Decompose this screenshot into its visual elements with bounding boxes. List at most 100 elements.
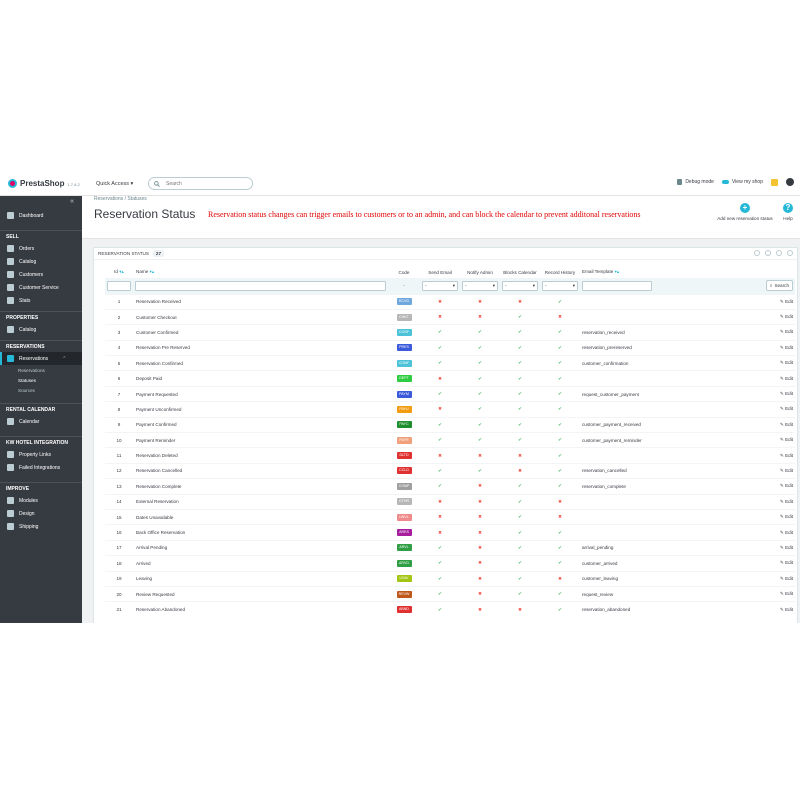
sidebar-subitem-reservations[interactable]: Reservations [18,367,45,373]
edit-button[interactable]: ✎ Edit [779,391,793,397]
edit-button[interactable]: ✎ Edit [779,544,793,550]
table-row[interactable]: 4 Reservation Pre Reserved PRES ✔ ✔ ✔ ✔ reserva… [105,339,795,356]
user-avatar-icon[interactable] [786,178,794,186]
sidebar-subitem-sources[interactable]: Sources [18,387,35,393]
table-row[interactable]: 13 Reservation Complete COMP ✔ ✖ ✔ ✔ reservatio… [105,478,795,495]
table-row[interactable]: 16 Back Office Reservation ARES ✖ ✖ ✔ ✔ ✎ Edit [105,524,795,541]
status-code-badge: REVW [396,590,412,598]
quick-access-menu[interactable]: Quick Access ▾ [96,180,134,187]
edit-button[interactable]: ✎ Edit [779,591,793,597]
edit-button[interactable]: ✎ Edit [779,360,793,366]
filter-id-input[interactable] [107,280,131,291]
table-row[interactable]: 17 Arrival Pending ARVL ✔ ✖ ✔ ✔ arrival_pending… [105,539,795,556]
row-email-template: request_review [580,585,715,602]
sidebar-item-customer-service[interactable]: Customer Service [0,281,82,294]
sidebar-item-failed-integrations[interactable]: Failed Integrations [0,461,82,474]
edit-button[interactable]: ✎ Edit [779,406,793,412]
row-email-template: reservation_complete [580,478,715,495]
notifications-icon[interactable] [771,178,778,186]
sidebar-item-catalog[interactable]: Catalog [0,255,82,268]
table-row[interactable]: 15 Dates Unavailable UNVL ✖ ✖ ✔ ✖ ✎ Edit [105,508,795,525]
cross-icon: ✖ [478,298,482,304]
search-input[interactable] [166,180,246,187]
table-row[interactable]: 14 External Reservation OTHR ✖ ✖ ✔ ✖ ✎ Edit [105,493,795,510]
row-id: 12 [105,462,133,479]
notify-admin-mark: ✖ [460,585,500,602]
sidebar-item-stats[interactable]: Stats [0,294,82,307]
sidebar-item-design[interactable]: Design [0,507,82,520]
edit-button[interactable]: ✎ Edit [779,467,793,473]
view-shop-link[interactable]: View my shop [721,179,763,185]
sort-icon[interactable]: ▾▴ [149,269,155,274]
collapse-sidebar-icon[interactable]: « [70,198,74,205]
sidebar-item-customers[interactable]: Customers [0,268,82,281]
edit-button[interactable]: ✎ Edit [779,421,793,427]
sidebar-subitem-statuses[interactable]: Statuses [18,377,36,383]
table-row[interactable]: 21 Reservation Abandoned ABND ✔ ✖ ✖ ✔ reservati… [105,601,795,618]
table-row[interactable]: 20 Review Requested REVW ✔ ✖ ✔ ✔ request_review… [105,585,795,602]
search-button[interactable]: ⌕ Search [765,280,793,292]
column-name[interactable]: Name ▾▴ [136,269,155,274]
edit-button[interactable]: ✎ Edit [779,344,793,350]
sort-icon[interactable]: ▾▴ [119,269,124,274]
search-icon: ⌕ [769,283,773,289]
top-header: PrestaShop 1.7.4.2 Quick Access ▾ Debug … [0,172,800,196]
table-row[interactable]: 18 Arrived ARVD ✔ ✖ ✔ ✔ customer_arrived ✎ Edit [105,555,795,572]
table-row[interactable]: 2 Customer Checkout CHKT ✖ ✖ ✔ ✖ ✎ Edit [105,308,795,325]
filter-record-history-select[interactable]: - ▾ [542,280,578,291]
sidebar-item-properties-catalog[interactable]: Catalog [0,323,82,336]
table-row[interactable]: 5 Reservation Confirmed COMF ✔ ✔ ✔ ✔ customer_c… [105,355,795,371]
refresh-icon[interactable] [765,250,771,256]
table-row[interactable]: 10 Payment Reminder PAYR ✔ ✔ ✔ ✔ customer_payme… [105,432,795,448]
filter-email-template-input[interactable] [582,280,652,291]
edit-button[interactable]: ✎ Edit [779,560,793,566]
brand-logo[interactable]: PrestaShop 1.7.4.2 [8,179,90,188]
send-email-mark: ✔ [420,601,460,618]
edit-button[interactable]: ✎ Edit [779,483,793,489]
edit-button[interactable]: ✎ Edit [779,498,793,504]
add-reservation-status-button[interactable]: + Add new reservation status [710,203,780,221]
table-row[interactable]: 1 Reservation Received RCVD ✖ ✖ ✖ ✔ ✎ Edit [105,293,795,310]
table-row[interactable]: 7 Payment Requested PAYM ✔ ✔ ✔ ✔ request_custom… [105,385,795,402]
table-row[interactable]: 19 Leaving LEAV ✔ ✖ ✔ ✖ customer_leaving ✎ Edit [105,570,795,587]
header-search[interactable] [148,177,253,190]
edit-button[interactable]: ✎ Edit [779,514,793,520]
sidebar-item-modules[interactable]: Modules [0,494,82,507]
edit-button[interactable]: ✎ Edit [779,375,793,381]
edit-button[interactable]: ✎ Edit [779,437,793,443]
row-id: 8 [105,401,133,418]
help-button[interactable]: ? Help [780,203,796,221]
column-id[interactable]: Id ▾▴ [114,269,124,274]
edit-button[interactable]: ✎ Edit [779,575,793,581]
debug-mode-toggle[interactable]: Debug mode [677,179,714,185]
filter-notify-admin-select[interactable]: - ▾ [462,280,498,291]
table-row[interactable]: 9 Payment Confirmed PAYC ✔ ✔ ✔ ✔ customer_payme… [105,416,795,433]
send-email-mark: ✖ [420,508,460,525]
sidebar-item-shipping[interactable]: Shipping [0,520,82,533]
export-icon[interactable] [787,250,793,256]
table-row[interactable]: 3 Customer Confirmed CONF ✔ ✔ ✔ ✔ reservation_r… [105,324,795,341]
breadcrumb[interactable]: Reservations / Statuses [94,196,147,202]
filter-send-email-select[interactable]: - ▾ [422,280,458,291]
sidebar-item-orders[interactable]: Orders [0,242,82,255]
filter-name-input[interactable] [135,280,386,291]
sidebar-item-property-links[interactable]: Property Links [0,448,82,461]
table-row[interactable]: 8 Payment Unconfirmed PAYU ✖ ✔ ✔ ✔ ✎ Edit [105,401,795,418]
table-row[interactable]: 11 Reservation Deleted DLTD ✖ ✖ ✖ ✔ ✎ Edit [105,447,795,464]
add-icon[interactable] [754,250,760,256]
sidebar-item-reservations[interactable]: Reservations ⌃ [0,352,82,365]
edit-button[interactable]: ✎ Edit [779,606,793,612]
edit-button[interactable]: ✎ Edit [779,329,793,335]
table-row[interactable]: 12 Reservation Cancelled CCLD ✔ ✔ ✖ ✔ reservati… [105,462,795,479]
edit-button[interactable]: ✎ Edit [779,452,793,458]
filter-blocks-calendar-select[interactable]: - ▾ [502,280,538,291]
sidebar-item-dashboard[interactable]: Dashboard [0,209,82,222]
sql-icon[interactable] [776,250,782,256]
table-row[interactable]: 6 Deposit Paid DEPT ✖ ✔ ✔ ✔ ✎ Edit [105,370,795,387]
edit-button[interactable]: ✎ Edit [779,529,793,535]
column-email-template[interactable]: Email Template ▾▴ [582,269,620,274]
sidebar-item-calendar[interactable]: Calendar [0,415,82,428]
sort-icon[interactable]: ▾▴ [614,269,620,274]
edit-button[interactable]: ✎ Edit [779,314,793,320]
edit-button[interactable]: ✎ Edit [779,298,793,304]
